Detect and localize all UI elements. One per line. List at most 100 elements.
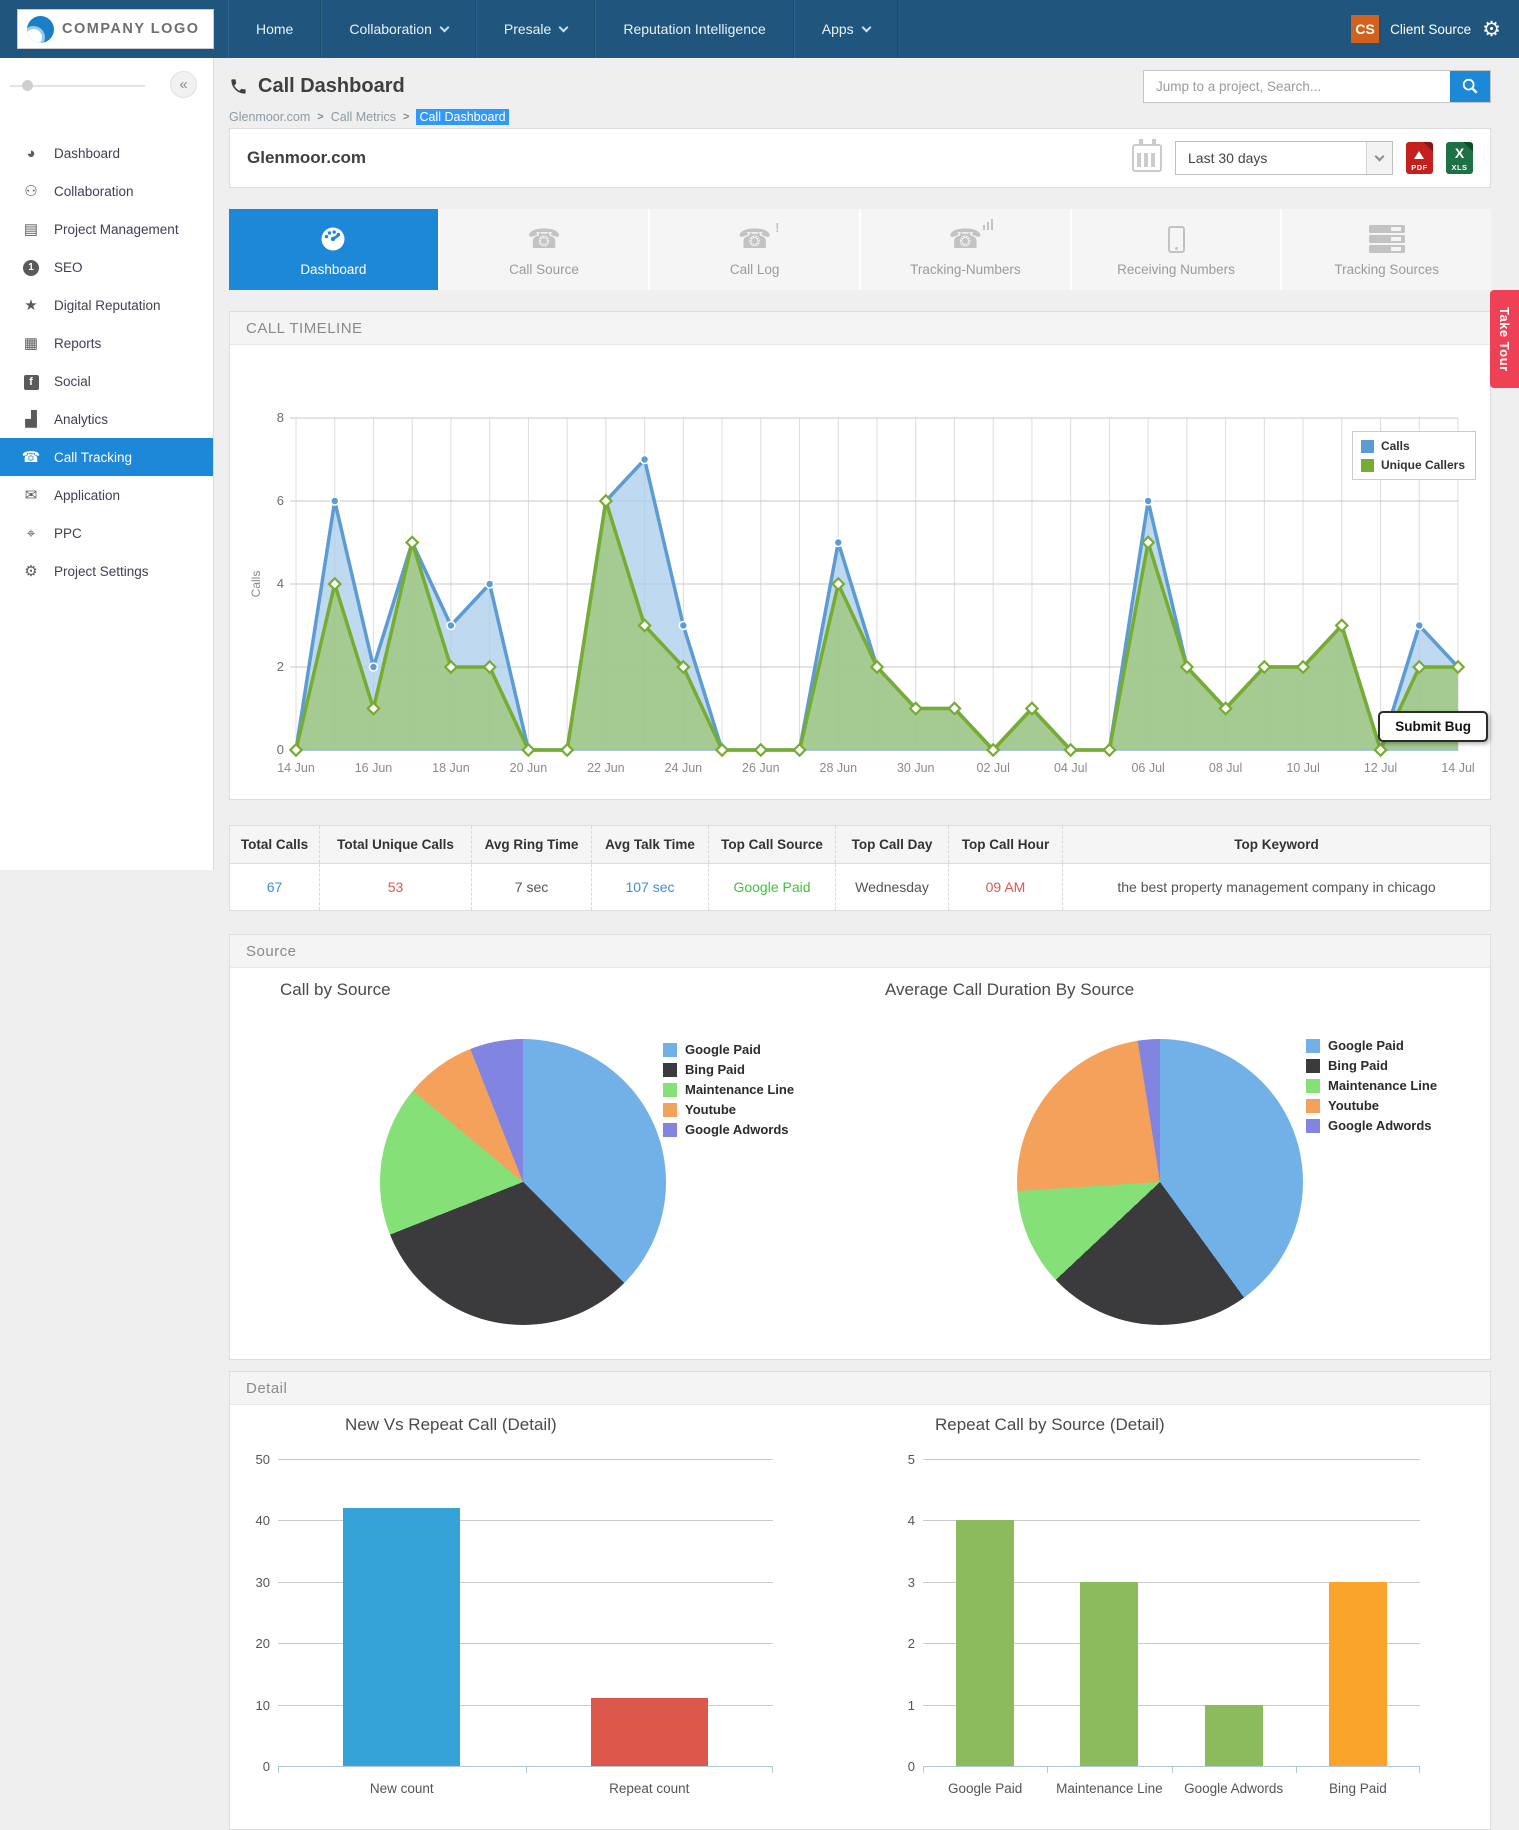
stats-value-cell: 7 sec <box>471 864 591 910</box>
project-management-icon: ▤ <box>23 220 39 238</box>
search-button[interactable] <box>1450 70 1490 102</box>
detail-panel: Detail New Vs Repeat Call (Detail) Repea… <box>229 1371 1491 1830</box>
repeat-by-source-chart: 0 1 2 3 4 5 Google Paid Maintenance Line Google … <box>908 1452 1420 1796</box>
sidebar-item-label: Project Management <box>54 221 179 237</box>
breadcrumb-link[interactable]: Glenmoor.com <box>229 110 311 124</box>
avg-duration-title: Average Call Duration By Source <box>885 980 1135 999</box>
sidebar-item-digital-reputation[interactable]: ★ Digital Reputation <box>0 286 213 324</box>
x-axis-tick <box>1295 1767 1297 1773</box>
list-bars-icon <box>1368 223 1405 253</box>
submit-bug-button[interactable]: Submit Bug <box>1378 711 1488 742</box>
nav-item-reputation-intelligence[interactable]: Reputation Intelligence <box>595 0 794 58</box>
company-logo-icon <box>27 15 54 43</box>
call-tracking-icon: ☎ <box>21 448 41 466</box>
sidebar-item-project-settings[interactable]: ⚙ Project Settings <box>0 552 213 590</box>
sidebar-item-ppc[interactable]: ⌖ PPC <box>0 514 213 552</box>
sidebar-item-reports[interactable]: ▦ Reports <box>0 324 213 362</box>
digital-reputation-icon: ★ <box>24 296 38 314</box>
take-tour-tab[interactable]: Take Tour <box>1490 290 1519 388</box>
search-icon <box>1462 78 1478 94</box>
legend-item: Maintenance Line <box>1306 1078 1437 1093</box>
call-by-source-pie[interactable] <box>380 1039 666 1325</box>
sidebar: « ◕ Dashboard ⚇ Collaboration ▤ Project Manag… <box>0 58 214 870</box>
tab-tracking-sources[interactable]: Tracking Sources <box>1282 209 1492 290</box>
x-axis-tick <box>772 1767 773 1773</box>
tab-label: Receiving Numbers <box>1117 261 1235 277</box>
tab-call-log[interactable]: ☎! Call Log <box>650 209 862 290</box>
legend-item: Youtube <box>663 1102 794 1117</box>
sidebar-item-label: Social <box>54 373 91 389</box>
search-input[interactable] <box>1144 70 1450 102</box>
calendar-icon[interactable] <box>1132 139 1162 172</box>
legend-item: Bing Paid <box>1306 1058 1437 1073</box>
sidebar-item-application[interactable]: ✉ Application <box>0 476 213 514</box>
sidebar-item-social[interactable]: f Social <box>0 362 213 400</box>
tab-dashboard[interactable]: Dashboard <box>229 209 440 290</box>
top-navbar: COMPANY LOGO Home Collaboration Presale Rep… <box>0 0 1519 58</box>
project-bar: Glenmoor.com Last 30 days <box>229 128 1491 188</box>
gauge-icon <box>321 227 345 250</box>
source-panel: Source Call by Source Average Call Durat… <box>229 934 1491 1360</box>
sidebar-item-seo[interactable]: 1 SEO <box>0 248 213 286</box>
svg-text:6: 6 <box>277 493 284 508</box>
sidebar-item-collaboration[interactable]: ⚇ Collaboration <box>0 172 213 210</box>
bar-maintenance-line[interactable] <box>1080 1581 1139 1766</box>
account-name[interactable]: Client Source <box>1390 21 1472 37</box>
account-badge[interactable]: CS <box>1351 15 1380 43</box>
svg-text:30 Jun: 30 Jun <box>897 761 935 775</box>
new-vs-repeat-title: New Vs Repeat Call (Detail) <box>345 1415 557 1434</box>
tab-call-source[interactable]: ☎ Call Source <box>439 209 651 290</box>
bar-bing-paid[interactable] <box>1328 1581 1387 1766</box>
legend-label: Maintenance Line <box>1328 1078 1438 1093</box>
call-timeline-header: CALL TIMELINE <box>230 312 1490 345</box>
nav-item-presale[interactable]: Presale <box>475 0 596 58</box>
stats-value-cell: Google Paid <box>708 864 835 910</box>
collaboration-icon: ⚇ <box>24 182 38 200</box>
tab-tracking-numbers[interactable]: ☎ Tracking-Numbers <box>861 209 1072 290</box>
nav-item-collaboration[interactable]: Collaboration <box>321 0 476 58</box>
phone-icon: ☎ <box>527 223 561 254</box>
call-timeline-chart: 0 2 4 6 8 Calls 14 Jun 16 Jun 18 Jun 20 Jun 22 Jun… <box>230 345 1490 799</box>
stats-value-cell: 53 <box>319 864 471 910</box>
detail-panel-body: New Vs Repeat Call (Detail) Repeat Call … <box>230 1405 1490 1829</box>
legend-label: Calls <box>1380 439 1410 453</box>
gridline: 1 <box>908 1698 1420 1713</box>
date-range-select[interactable]: Last 30 days <box>1175 141 1393 175</box>
nav-item-label: Presale <box>503 21 552 37</box>
sidebar-slider-handle[interactable] <box>22 80 33 91</box>
gear-icon[interactable]: ⚙ <box>1482 17 1501 41</box>
gridline: 2 <box>908 1636 1420 1651</box>
sidebar-item-analytics[interactable]: ▟ Analytics <box>0 400 213 438</box>
export-xls-icon[interactable] <box>1446 142 1473 174</box>
breadcrumb-separator: > <box>317 111 324 123</box>
project-settings-icon: ⚙ <box>24 562 38 580</box>
tab-receiving-numbers[interactable]: Receiving Numbers <box>1071 209 1283 290</box>
sidebar-item-project-management[interactable]: ▤ Project Management <box>0 210 213 248</box>
stats-header-row: Total Calls Total Unique Calls Avg Ring Ti… <box>230 826 1490 864</box>
legend-label: Bing Paid <box>1328 1058 1388 1073</box>
nav-item-home[interactable]: Home <box>228 0 322 58</box>
bar-repeat-count[interactable] <box>590 1698 708 1766</box>
sidebar-item-dashboard[interactable]: ◕ Dashboard <box>0 134 213 172</box>
bar-new-count[interactable] <box>343 1508 461 1766</box>
legend-swatch <box>663 1122 677 1137</box>
export-pdf-icon[interactable] <box>1406 142 1433 174</box>
x-axis-tick <box>1171 1767 1173 1773</box>
bar-google-paid[interactable] <box>956 1520 1015 1766</box>
stats-value-cell: Wednesday <box>835 864 948 910</box>
sidebar-item-label: Digital Reputation <box>54 297 161 313</box>
svg-text:10 Jul: 10 Jul <box>1286 761 1319 775</box>
sidebar-item-call-tracking[interactable]: ☎ Call Tracking <box>0 438 213 476</box>
company-logo[interactable]: COMPANY LOGO <box>17 9 214 49</box>
bar-google-adwords[interactable] <box>1204 1704 1263 1766</box>
sidebar-item-label: Application <box>54 487 121 503</box>
phone-alert-icon: ☎! <box>737 219 780 254</box>
legend-label: Maintenance Line <box>685 1082 795 1097</box>
svg-text:4: 4 <box>277 576 284 591</box>
sidebar-collapse-button[interactable]: « <box>170 71 197 98</box>
nav-item-apps[interactable]: Apps <box>793 0 898 58</box>
smartphone-icon <box>1167 223 1185 253</box>
nav-item-label: Reputation Intelligence <box>623 21 766 37</box>
avg-duration-pie[interactable] <box>1017 1039 1303 1325</box>
breadcrumb-link[interactable]: Call Metrics <box>330 110 397 124</box>
